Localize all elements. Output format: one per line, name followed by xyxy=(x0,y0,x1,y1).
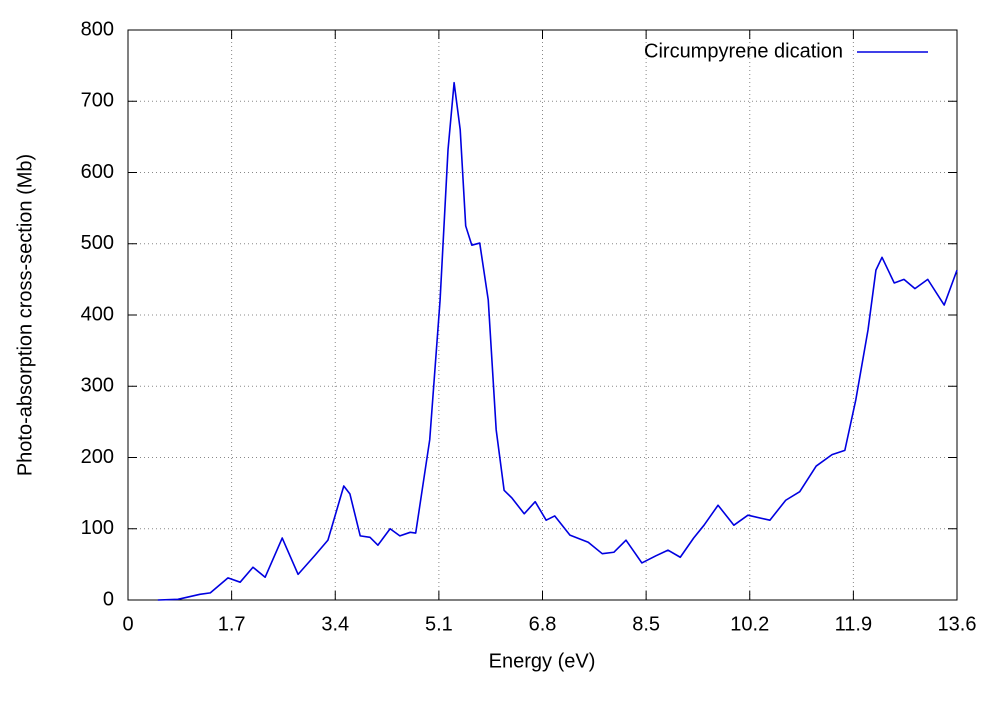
y-tick-label: 100 xyxy=(81,517,114,539)
x-tick-label: 13.6 xyxy=(938,613,977,635)
y-tick-label: 500 xyxy=(81,232,114,254)
y-tick-label: 600 xyxy=(81,161,114,183)
data-line xyxy=(157,81,958,601)
x-tick-label: 1.7 xyxy=(218,613,246,635)
y-tick-label: 0 xyxy=(103,588,114,610)
y-axis-title: Photo-absorption cross-section (Mb) xyxy=(14,154,36,476)
x-tick-label: 5.1 xyxy=(425,613,453,635)
x-axis-title: Energy (eV) xyxy=(489,650,596,672)
plot-frame xyxy=(127,29,958,601)
y-tick-label: 700 xyxy=(81,90,114,112)
y-tick-label: 800 xyxy=(81,18,114,40)
y-tick-label: 300 xyxy=(81,375,114,397)
x-tick-label: 6.8 xyxy=(529,613,557,635)
x-tick-label: 0 xyxy=(122,613,133,635)
x-tick-label: 8.5 xyxy=(632,613,660,635)
y-tick-label: 200 xyxy=(81,446,114,468)
x-tick-label: 11.9 xyxy=(835,613,872,635)
x-tick-label: 3.4 xyxy=(321,613,349,635)
x-tick-label: 10.2 xyxy=(730,613,769,635)
y-tick-label: 400 xyxy=(81,303,114,325)
legend-label: Circumpyrene dication xyxy=(644,40,843,62)
